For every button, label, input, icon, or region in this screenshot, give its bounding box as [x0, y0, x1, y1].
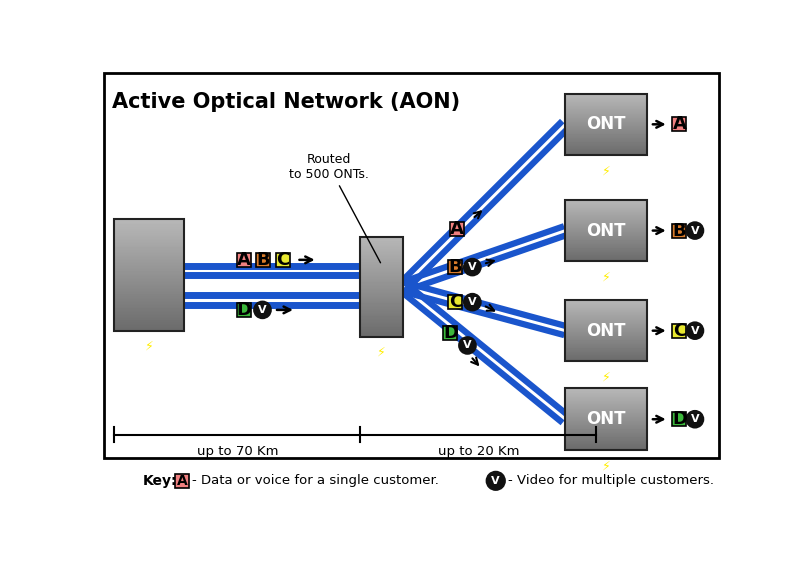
Bar — [565, 389, 646, 450]
Text: V: V — [690, 325, 699, 336]
Text: D: D — [671, 410, 686, 428]
Text: ⚡: ⚡ — [377, 346, 385, 359]
Text: B: B — [448, 258, 462, 276]
Bar — [175, 474, 189, 488]
Text: B: B — [672, 222, 686, 239]
Circle shape — [486, 472, 504, 490]
Text: V: V — [463, 340, 471, 351]
Text: ONT: ONT — [585, 222, 626, 239]
Text: ⚡: ⚡ — [601, 270, 609, 284]
Text: V: V — [690, 414, 699, 424]
Text: C: C — [448, 293, 462, 311]
Text: A: A — [671, 115, 686, 133]
Circle shape — [686, 322, 703, 339]
Bar — [565, 200, 646, 261]
Bar — [237, 303, 251, 317]
Circle shape — [459, 337, 475, 354]
Text: C: C — [672, 321, 685, 340]
Text: ⚡: ⚡ — [601, 371, 609, 384]
Text: A: A — [177, 474, 187, 488]
Bar — [450, 222, 463, 236]
Text: V: V — [467, 262, 476, 272]
Bar — [671, 412, 686, 426]
Bar — [671, 324, 686, 338]
Text: ⚡: ⚡ — [601, 459, 609, 472]
Text: V: V — [491, 476, 499, 486]
Text: A: A — [450, 220, 463, 238]
Bar — [443, 326, 457, 340]
Circle shape — [686, 411, 703, 428]
Text: ONT: ONT — [585, 321, 626, 340]
Bar — [565, 94, 646, 155]
Text: A: A — [237, 251, 251, 269]
Text: V: V — [467, 297, 476, 307]
Bar — [671, 224, 686, 238]
Circle shape — [463, 294, 480, 311]
Text: - Video for multiple customers.: - Video for multiple customers. — [507, 474, 713, 487]
Bar — [237, 253, 251, 267]
Circle shape — [254, 301, 271, 319]
Text: V: V — [258, 305, 267, 315]
Bar — [256, 253, 270, 267]
Text: ⚡: ⚡ — [601, 164, 609, 177]
Bar — [104, 73, 718, 457]
Text: ONT: ONT — [585, 410, 626, 428]
Text: up to 20 Km: up to 20 Km — [437, 445, 519, 459]
Text: D: D — [442, 324, 458, 342]
Text: ONT: ONT — [585, 115, 626, 133]
Text: V: V — [690, 226, 699, 235]
Text: D: D — [236, 301, 251, 319]
Text: up to 70 Km: up to 70 Km — [196, 445, 278, 459]
Bar — [114, 219, 184, 331]
Text: B: B — [256, 251, 270, 269]
Text: ⚡: ⚡ — [145, 340, 153, 353]
Bar — [565, 300, 646, 362]
Text: - Data or voice for a single customer.: - Data or voice for a single customer. — [192, 474, 438, 487]
Bar — [448, 260, 462, 274]
Text: C: C — [275, 251, 289, 269]
Text: Key:: Key: — [143, 474, 177, 488]
Text: Routed
to 500 ONTs.: Routed to 500 ONTs. — [289, 153, 380, 263]
Bar — [360, 236, 402, 337]
Text: Active Optical Network (AON): Active Optical Network (AON) — [112, 92, 459, 112]
Circle shape — [686, 222, 703, 239]
Bar — [448, 295, 462, 309]
Circle shape — [463, 259, 480, 276]
Bar — [671, 118, 686, 131]
Bar — [275, 253, 289, 267]
